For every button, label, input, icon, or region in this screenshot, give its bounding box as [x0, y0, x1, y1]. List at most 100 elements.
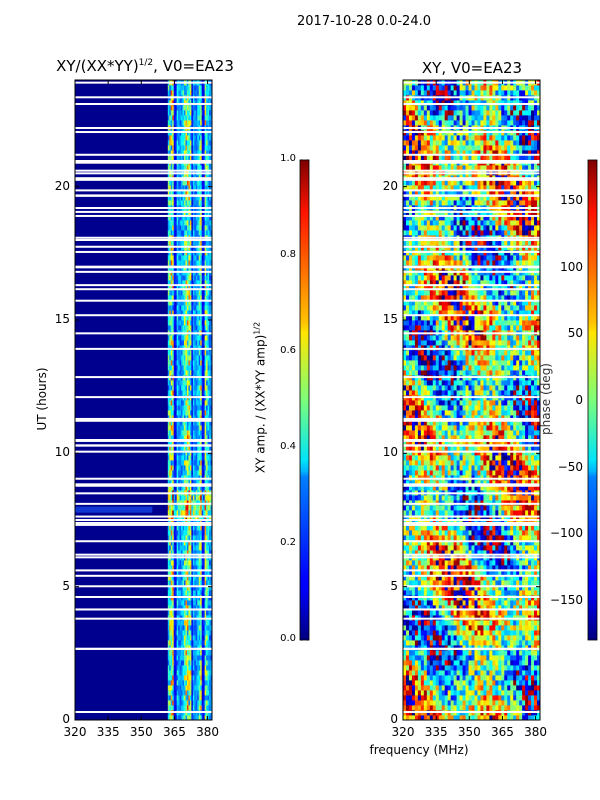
left-heatmap-cell [200, 495, 203, 501]
left-heatmap-cell [173, 635, 176, 641]
right-heatmap-cell [471, 680, 475, 686]
left-heatmap-cell [185, 465, 188, 471]
left-heatmap-cell [172, 105, 175, 111]
left-heatmap-cell [167, 650, 170, 656]
left-heatmap-cell [197, 355, 200, 361]
left-heatmap-cell [194, 135, 197, 141]
left-heatmap-cell [182, 110, 185, 116]
left-heatmap-cell [175, 575, 178, 581]
left-heatmap-cell [175, 165, 178, 171]
left-heatmap-cell [182, 190, 185, 196]
right-heatmap-cell [498, 680, 502, 686]
right-heatmap-cell [465, 640, 469, 646]
left-heatmap-cell [175, 715, 178, 721]
left-heatmap-cell [198, 290, 201, 296]
left-heatmap-cell [185, 420, 188, 426]
left-heatmap-cell [191, 435, 194, 441]
right-heatmap-cell [429, 605, 434, 611]
left-heatmap-cell [210, 685, 213, 691]
right-heatmap-cell [462, 655, 466, 661]
right-heatmap-cell [468, 705, 472, 711]
left-heatmap-cell [182, 215, 185, 221]
right-heatmap-cell [426, 670, 431, 676]
left-heatmap-cell [172, 545, 175, 551]
right-heatmap-cell [411, 675, 416, 681]
left-heatmap-cell [203, 165, 206, 171]
left-heatmap-cell [184, 625, 186, 631]
flagged-row [75, 250, 212, 253]
left-heatmap-cell [188, 295, 191, 301]
left-heatmap-cell [175, 580, 178, 586]
right-heatmap-cell [501, 635, 505, 641]
left-heatmap-cell [184, 345, 186, 351]
right-heatmap-cell [438, 665, 443, 671]
left-heatmap-cell [206, 565, 208, 571]
right-heatmap-cell [519, 715, 523, 721]
left-heatmap-cell [169, 575, 172, 581]
right-heatmap-cell [465, 665, 469, 671]
left-heatmap-cell [176, 325, 179, 331]
left-heatmap-cell [207, 300, 210, 306]
left-heatmap-cell [170, 225, 173, 231]
left-heatmap-cell [169, 560, 172, 566]
left-heatmap-cell [195, 505, 198, 511]
left-heatmap-cell [172, 415, 175, 421]
left-heatmap-cell [207, 580, 210, 586]
left-heatmap-cell [207, 695, 210, 701]
left-heatmap-cell [203, 185, 206, 191]
left-heatmap-cell [185, 90, 188, 96]
left-heatmap-cell [204, 460, 207, 466]
right-heatmap-cell [525, 660, 529, 666]
right-heatmap-cell [456, 675, 460, 681]
left-heatmap-cell [198, 560, 201, 566]
left-heatmap-cell [173, 525, 176, 531]
left-heatmap-cell [206, 485, 208, 491]
left-heatmap-cell [181, 215, 183, 221]
right-heatmap-cell [456, 695, 460, 701]
left-heatmap-cell [188, 505, 191, 511]
left-heatmap-cell [203, 350, 206, 356]
left-heatmap-cell [179, 190, 182, 196]
left-heatmap-cell [198, 335, 201, 341]
right-heatmap-cell [504, 685, 508, 691]
left-heatmap-cell [192, 415, 195, 421]
left-heatmap-cell [195, 590, 198, 596]
left-heatmap-cell [179, 230, 182, 236]
left-heatmap-cell [210, 135, 213, 141]
left-heatmap-cell [176, 335, 179, 341]
left-heatmap-cell [194, 630, 197, 636]
right-heatmap-cell [426, 690, 431, 696]
left-heatmap-cell [200, 215, 203, 221]
right-heatmap-cell [501, 685, 505, 691]
left-heatmap-cell [203, 635, 206, 641]
left-heatmap-cell [167, 485, 170, 491]
left-heatmap-cell [206, 215, 208, 221]
right-heatmap-cell [432, 655, 437, 661]
left-heatmap-cell [175, 535, 178, 541]
left-heatmap-cell [189, 500, 192, 506]
left-heatmap-cell [186, 475, 189, 481]
left-heatmap-cell [178, 455, 180, 461]
right-heatmap-cell [516, 610, 520, 616]
left-heatmap-cell [207, 700, 210, 706]
right-heatmap-cell [420, 620, 425, 626]
left-heatmap-cell [167, 535, 170, 541]
left-heatmap-cell [169, 665, 172, 671]
right-heatmap-cell [435, 660, 440, 666]
left-heatmap-cell [176, 300, 179, 306]
right-heatmap-cell [420, 660, 425, 666]
left-heatmap-cell [204, 285, 207, 291]
left-heatmap-cell [181, 315, 183, 321]
left-heatmap-cell [194, 680, 197, 686]
left-heatmap-cell [188, 320, 191, 326]
left-heatmap-cell [184, 515, 186, 521]
right-heatmap-cell [480, 700, 484, 706]
right-heatmap-cell [438, 675, 443, 681]
left-heatmap-cell [181, 435, 183, 441]
left-heatmap-cell [170, 500, 173, 506]
right-heatmap-cell [441, 600, 446, 606]
right-heatmap-cell [537, 695, 541, 701]
left-heatmap-cell [185, 665, 188, 671]
left-heatmap-cell [170, 280, 173, 286]
right-heatmap-cell [408, 600, 413, 606]
